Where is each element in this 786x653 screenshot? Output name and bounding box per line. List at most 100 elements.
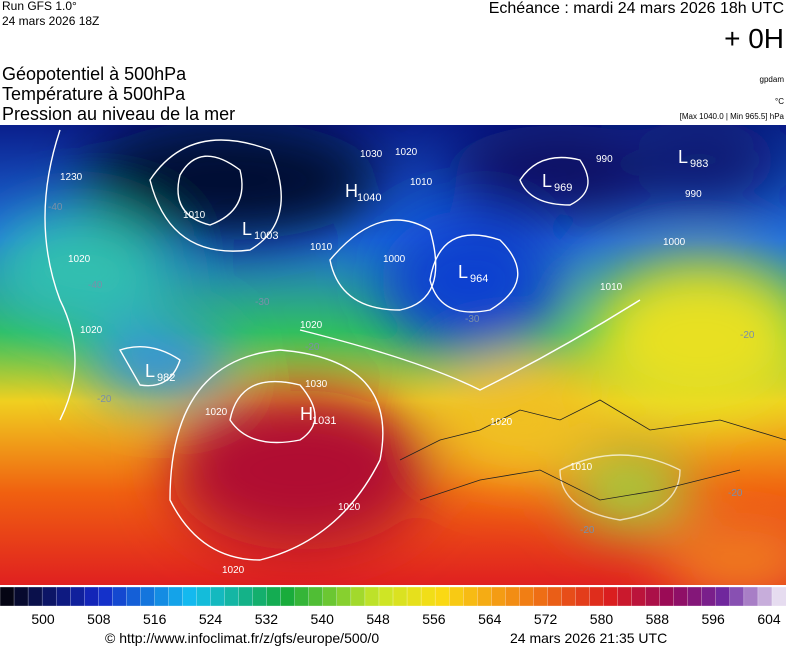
isobar-label: 1000 [383, 254, 406, 265]
colorbar-swatch [294, 586, 310, 607]
colorbar-swatch [55, 586, 71, 607]
colorbar-swatch [336, 586, 352, 607]
colorbar-label: 548 [366, 611, 390, 627]
colorbar-swatch [280, 586, 296, 607]
colorbar-swatch [168, 586, 184, 607]
temperature-label: -30 [255, 297, 270, 308]
colorbar-swatch [27, 586, 43, 607]
center-letter: L [678, 147, 688, 167]
colorbar-swatch [743, 586, 759, 607]
colorbar-label: 524 [199, 611, 223, 627]
isobar-label: 1020 [222, 565, 245, 576]
colorbar-swatch [364, 586, 380, 607]
colorbar-swatch [322, 586, 338, 607]
unit: gpdam [760, 75, 785, 84]
colorbar-swatch [448, 586, 464, 607]
colorbar-swatch [434, 586, 450, 607]
center-letter: H [300, 404, 313, 424]
center-value: 1003 [254, 230, 278, 242]
center-value: 983 [690, 158, 708, 170]
colorbar-swatch [547, 586, 563, 607]
colorbar-swatch [631, 586, 647, 607]
colorbar-label: 580 [590, 611, 614, 627]
colorbar-label: 556 [422, 611, 446, 627]
colorbar-swatch [757, 586, 773, 607]
colorbar-label: 516 [143, 611, 167, 627]
colorbar-label: 500 [31, 611, 55, 627]
isobar-label: 1010 [310, 242, 333, 253]
temperature-label: -30 [465, 314, 480, 325]
colorbar-swatch [13, 586, 29, 607]
isobar-label: 1020 [300, 320, 323, 331]
temperature-label: -20 [728, 488, 743, 499]
title: Pression au niveau de la mer [2, 104, 235, 124]
unit: [Max 1040.0 | Min 965.5] hPa [680, 112, 785, 121]
colorbar-swatch [98, 586, 113, 607]
colorbar-swatch [420, 586, 436, 607]
isobar-label: 1010 [183, 210, 206, 221]
isobar-label: 1010 [570, 462, 593, 473]
temperature-label: -20 [580, 525, 595, 536]
colorbar-label: 540 [311, 611, 335, 627]
colorbar-swatch [378, 586, 394, 607]
isobar-label: 1020 [205, 407, 228, 418]
temperature-label: -40 [48, 202, 63, 213]
colorbar-swatch [771, 586, 786, 607]
center-value: 964 [470, 273, 488, 285]
map [0, 125, 786, 585]
center-letter: L [458, 262, 468, 282]
isobar-label: 1010 [600, 282, 623, 293]
colorbar-swatch [84, 586, 99, 607]
temperature-label: -20 [97, 394, 112, 405]
colorbar-label: 532 [255, 611, 279, 627]
colorbar-swatch [729, 586, 745, 607]
isobar-label: 1020 [338, 502, 361, 513]
colorbar-swatch [477, 586, 492, 607]
colorbar-swatch [701, 586, 717, 607]
center-letter: L [542, 171, 552, 191]
isobar-label: 1020 [68, 254, 91, 265]
isobar-label: 1030 [305, 379, 328, 390]
colorbar-swatch [224, 586, 240, 607]
colorbar-swatch [0, 586, 15, 607]
colorbar-swatch [154, 586, 170, 607]
colorbar-swatch [182, 586, 198, 607]
colorbar-swatch [126, 586, 142, 607]
colorbar-swatch [140, 586, 156, 607]
colorbar-label: 596 [701, 611, 725, 627]
isobar-label: 990 [596, 154, 613, 165]
colorbar-label: 588 [646, 611, 670, 627]
colorbar-label: 508 [87, 611, 111, 627]
isobar-label: 1020 [80, 325, 103, 336]
echeance: Echéance : mardi 24 mars 2026 18h UTC [489, 0, 784, 17]
colorbar-swatch [575, 586, 591, 607]
colorbar-swatch [70, 586, 85, 607]
isobar-label: 1020 [395, 147, 418, 158]
center-value: 1031 [312, 415, 336, 427]
center-value: 982 [157, 372, 175, 384]
colorbar-swatch [603, 586, 619, 607]
isobar-label: 1000 [663, 237, 686, 248]
colorbar-swatch [491, 586, 506, 607]
colorbar-label: 572 [534, 611, 558, 627]
colorbar-swatch [715, 586, 731, 607]
colorbar-swatch [687, 586, 703, 607]
colorbar-swatch [238, 586, 254, 607]
center-letter: H [345, 181, 358, 201]
isobar-label: 990 [685, 189, 702, 200]
center-letter: L [145, 361, 155, 381]
colorbar-swatch [196, 586, 212, 607]
colorbar-swatch [505, 586, 520, 607]
isobar-label: 1230 [60, 172, 83, 183]
colorbar-swatch [589, 586, 605, 607]
title: Géopotentiel à 500hPa [2, 64, 187, 84]
colorbar-swatch [266, 586, 282, 607]
run: Run GFS 1.0° [2, 0, 77, 13]
center-value: 1040 [357, 192, 381, 204]
colorbar-swatch [406, 586, 422, 607]
center-value: 969 [554, 182, 572, 194]
colorbar-swatch [41, 586, 57, 607]
colorbar-swatch [112, 586, 127, 607]
colorbar-swatch [252, 586, 268, 607]
